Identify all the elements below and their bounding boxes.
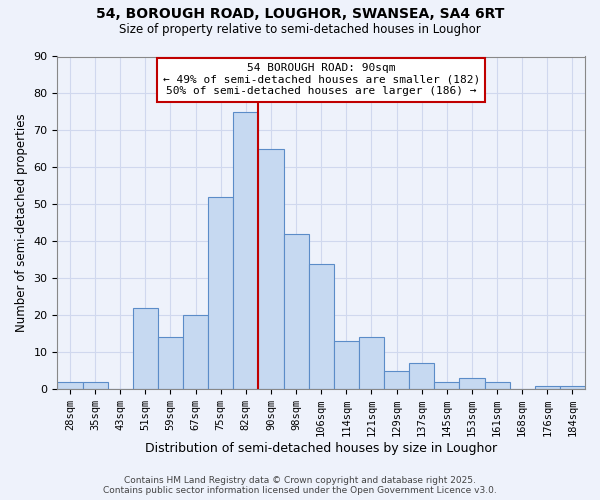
Bar xyxy=(409,364,434,389)
Y-axis label: Number of semi-detached properties: Number of semi-detached properties xyxy=(15,114,28,332)
Bar xyxy=(535,386,560,389)
Bar xyxy=(259,149,284,389)
Bar xyxy=(284,234,308,389)
Bar xyxy=(308,264,334,389)
Bar xyxy=(359,338,384,389)
Text: Contains HM Land Registry data © Crown copyright and database right 2025.
Contai: Contains HM Land Registry data © Crown c… xyxy=(103,476,497,495)
Bar xyxy=(485,382,509,389)
Bar xyxy=(560,386,585,389)
Bar xyxy=(460,378,485,389)
Bar xyxy=(158,338,183,389)
Bar xyxy=(334,341,359,389)
X-axis label: Distribution of semi-detached houses by size in Loughor: Distribution of semi-detached houses by … xyxy=(145,442,497,455)
Bar xyxy=(208,197,233,389)
Text: 54 BOROUGH ROAD: 90sqm
← 49% of semi-detached houses are smaller (182)
50% of se: 54 BOROUGH ROAD: 90sqm ← 49% of semi-det… xyxy=(163,63,480,96)
Text: Size of property relative to semi-detached houses in Loughor: Size of property relative to semi-detach… xyxy=(119,22,481,36)
Bar xyxy=(384,370,409,389)
Bar xyxy=(58,382,83,389)
Bar xyxy=(233,112,259,389)
Bar xyxy=(133,308,158,389)
Bar xyxy=(183,316,208,389)
Bar xyxy=(434,382,460,389)
Text: 54, BOROUGH ROAD, LOUGHOR, SWANSEA, SA4 6RT: 54, BOROUGH ROAD, LOUGHOR, SWANSEA, SA4 … xyxy=(96,8,504,22)
Bar xyxy=(83,382,107,389)
